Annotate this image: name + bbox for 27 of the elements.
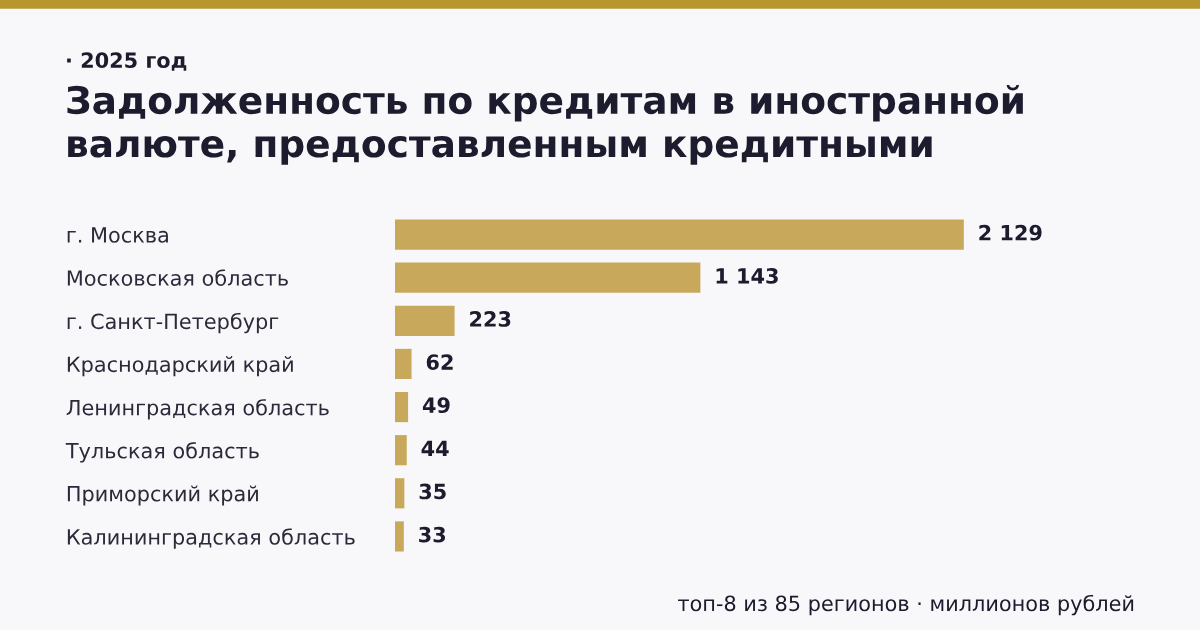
data-label: 62 (426, 354, 453, 370)
bar (395, 305, 455, 336)
y-tick-label: г. Санкт-Петербург (67, 312, 279, 334)
text: топ-8 из 85 регионов · миллионов рублей (678, 594, 1134, 616)
bar (395, 478, 405, 509)
y-tick-label: Ленинградская область (66, 398, 329, 420)
data-label: 223 (470, 311, 511, 327)
y-tick-label: Калининградская область (67, 528, 355, 549)
data-label: 33 (419, 526, 446, 543)
bar (395, 391, 409, 423)
bar (395, 348, 412, 380)
bar (395, 521, 404, 552)
chart-title: Задолженность по кредитам в иностранной валюте, предоставленным кредитными (67, 85, 1023, 165)
y-tick-label: Приморский край (67, 485, 258, 506)
data-label: 35 (419, 483, 446, 500)
y-tick-label: г. Москва (67, 227, 168, 243)
bar (395, 435, 407, 466)
y-tick-label: Краснодарский край (67, 356, 293, 377)
data-label: 49 (422, 397, 450, 414)
bar (395, 219, 964, 250)
y-tick-label: Тульская область (65, 442, 259, 463)
data-label: 44 (421, 440, 449, 456)
data-label: 1 143 (716, 267, 778, 284)
y-tick-label: Московская область (67, 269, 288, 286)
text: · 2025 год (67, 52, 187, 71)
data-label: 2 129 (979, 224, 1042, 241)
bar (395, 262, 701, 293)
